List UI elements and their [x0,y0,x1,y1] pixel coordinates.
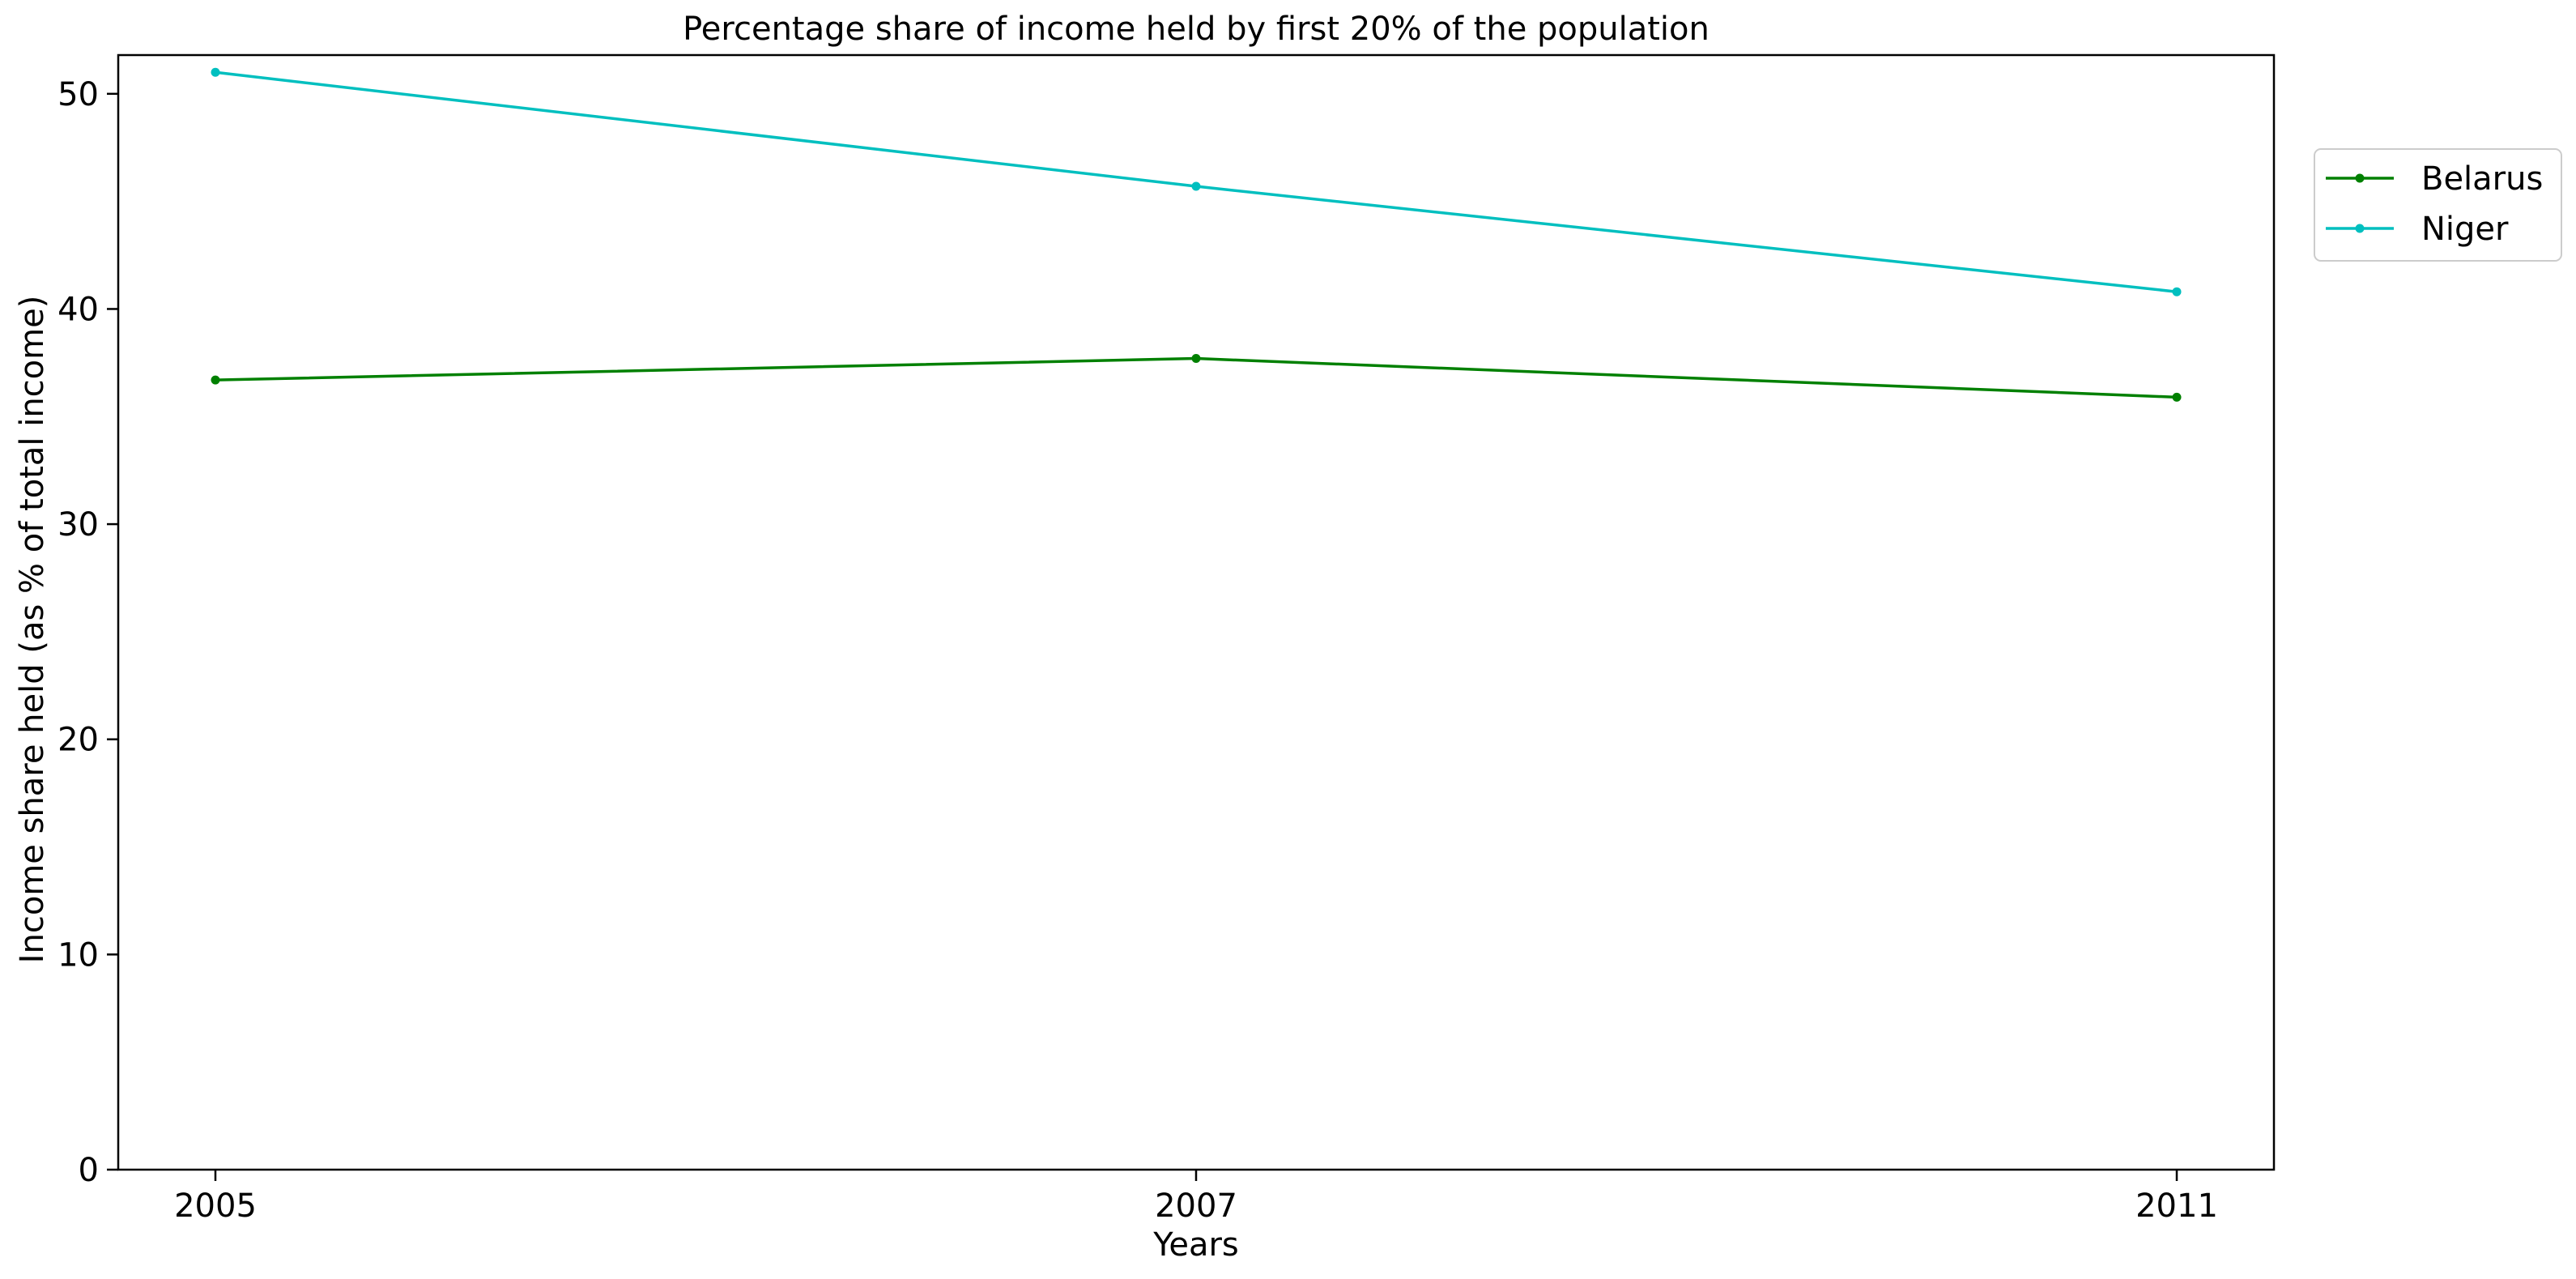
data-point-belarus [211,375,220,385]
chart-title: Percentage share of income held by first… [683,11,1710,48]
y-tick-label: 50 [57,76,99,113]
x-tick-label: 2007 [1155,1187,1237,1225]
y-tick-label: 0 [79,1152,99,1189]
y-axis-label: Income share held (as % of total income) [14,296,51,964]
plot-area-frame [117,53,2276,1171]
legend: Belarus Niger [2314,148,2562,262]
x-tick-label: 2011 [2135,1187,2218,1225]
y-tick-label: 30 [57,506,99,544]
y-tick-label: 20 [57,722,99,759]
data-point-niger [1191,181,1201,191]
data-series [211,67,2182,402]
x-axis-ticks: 2005 2007 2011 [174,1170,2218,1225]
data-point-belarus [1191,354,1201,364]
legend-marker-belarus [2355,173,2365,183]
y-axis-ticks: 0 10 20 30 40 50 [57,76,118,1189]
data-point-belarus [2172,392,2182,402]
series-line-belarus [215,356,2178,399]
data-point-niger [2172,287,2182,296]
y-tick-label: 10 [57,936,99,974]
data-point-niger [211,67,220,77]
legend-label-belarus: Belarus [2421,160,2543,198]
legend-marker-niger [2355,224,2365,233]
legend-label-niger: Niger [2421,211,2509,248]
x-tick-label: 2005 [174,1187,257,1225]
x-axis-label: Years [1152,1226,1239,1264]
y-tick-label: 40 [57,291,99,328]
axes [117,53,2276,1171]
